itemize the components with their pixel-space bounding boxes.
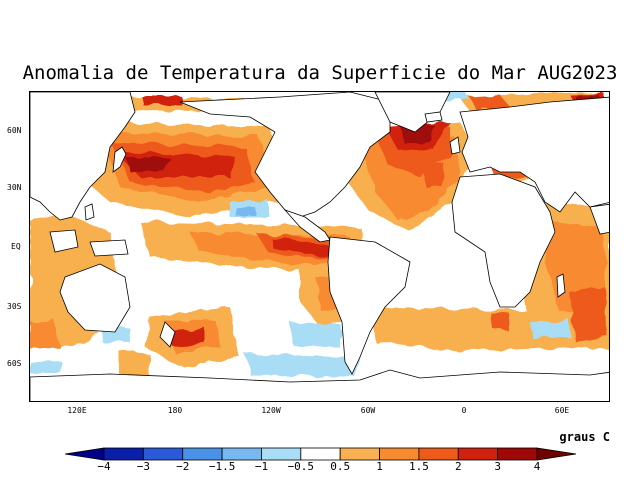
colorbar-tick-label: −4 — [97, 460, 111, 473]
colorbar — [64, 447, 577, 461]
madagascar-island — [556, 273, 566, 298]
lon-label-120e: 120E — [67, 406, 87, 415]
new-guinea-island — [89, 239, 129, 257]
lon-label-180: 180 — [167, 406, 183, 415]
lat-label-60s: 60S — [7, 359, 22, 368]
uk-island — [449, 136, 461, 155]
australia-landmass — [59, 263, 131, 333]
africa-landmass — [451, 173, 556, 308]
asia-landmass — [30, 92, 136, 221]
lon-label-0: 0 — [461, 406, 467, 415]
anomaly-region — [235, 207, 255, 215]
map-svg — [30, 92, 609, 401]
anomaly-region — [425, 164, 445, 187]
anomaly-region — [30, 320, 60, 350]
colorbar-swatch — [182, 447, 223, 461]
antarctica-landmass — [30, 369, 609, 401]
lat-label-eq: EQ — [11, 242, 21, 251]
colorbar-left-arrow — [64, 447, 105, 461]
colorbar-tick-label: 1 — [376, 460, 383, 473]
sst-anomaly-map — [29, 91, 610, 402]
anomaly-region — [30, 360, 60, 374]
colorbar-tick-label: 0.5 — [330, 460, 351, 473]
lon-label-60e: 60E — [554, 406, 570, 415]
south-america-landmass — [327, 236, 411, 375]
anomaly-region — [125, 157, 170, 172]
colorbar-swatch — [497, 447, 538, 461]
colorbar-swatch — [142, 447, 184, 461]
colorbar-tick-label: 3 — [494, 460, 501, 473]
new-zealand-island — [159, 321, 176, 348]
anomaly-region — [245, 354, 360, 377]
colorbar-tick-label: −0.5 — [287, 460, 315, 473]
lon-label-120w: 120W — [261, 406, 281, 415]
colorbar-swatch — [418, 447, 459, 461]
colorbar-swatch — [457, 447, 499, 461]
colorbar-tick-label: 1.5 — [408, 460, 429, 473]
anomaly-region — [490, 312, 510, 330]
iceland-island — [424, 111, 443, 123]
anomaly-region — [140, 95, 180, 104]
colorbar-tick-label: −3 — [136, 460, 150, 473]
anomaly-region — [370, 307, 590, 352]
anomaly-region — [530, 320, 570, 338]
colorbar-right-arrow — [536, 447, 577, 461]
anomaly-region — [570, 287, 608, 342]
lat-label-60n: 60N — [7, 126, 22, 135]
japan-island — [112, 146, 127, 173]
india-landmass — [589, 203, 609, 235]
chart-title: Anomalia de Temperatura da Superficie do… — [22, 62, 618, 84]
lon-label-60w: 60W — [360, 406, 376, 415]
colorbar-swatch — [339, 447, 380, 461]
colorbar-tick-label: −1.5 — [208, 460, 236, 473]
anomaly-region — [290, 322, 340, 347]
colorbar-swatch — [221, 447, 262, 461]
borneo-island — [49, 229, 79, 253]
philippines-island — [84, 203, 95, 221]
anomaly-region — [470, 95, 510, 110]
colorbar-tick-label: −1 — [254, 460, 269, 473]
lat-label-30n: 30N — [7, 183, 22, 192]
colorbar-tick-label: 2 — [454, 460, 462, 473]
colorbar-swatch — [261, 447, 302, 461]
colorbar-swatch — [103, 447, 144, 461]
anomaly-region — [120, 352, 150, 377]
coastlines — [30, 92, 609, 401]
eurasia-landmass — [459, 96, 609, 213]
units-label: graus C — [559, 430, 610, 444]
anomaly-region — [270, 237, 340, 257]
colorbar-swatch — [300, 447, 341, 461]
lat-label-30s: 30S — [7, 302, 22, 311]
colorbar-tick-label: 4 — [533, 460, 541, 473]
anomaly-region — [170, 328, 205, 346]
colorbar-tick-label: −2 — [176, 460, 190, 473]
colorbar-swatch — [379, 447, 420, 461]
